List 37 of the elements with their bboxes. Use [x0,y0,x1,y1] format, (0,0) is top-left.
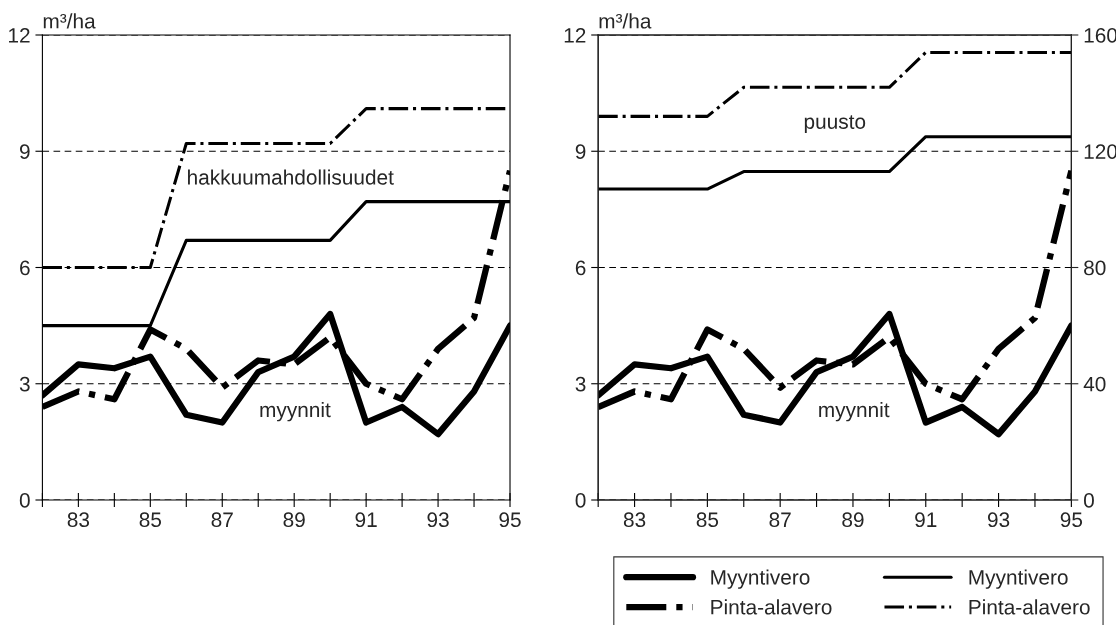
annotation: puusto [804,115,866,134]
y-tick-label: 3 [575,376,586,392]
y-tick-label: 9 [19,144,30,159]
y2-tick-label: 0 [1083,493,1094,508]
y-tick-label: 6 [20,260,30,276]
y-tick-label: 12 [9,28,30,43]
x-tick-label: 95 [1060,512,1083,528]
x-tick-label: 89 [842,512,864,528]
legend-label: Myyntivero [969,569,1068,589]
legend-label: Pinta-alavero [969,599,1090,615]
x-tick-label: 87 [769,512,791,528]
x-tick-label: 91 [915,512,937,528]
annotation: myynnit [260,401,331,422]
y-tick-label: 9 [575,144,586,159]
legend-label: Pinta-alavero [711,599,832,615]
x-tick-label: 83 [623,512,646,528]
annotation: hakkuumahdollisuudet [188,169,394,185]
y-tick-label: 0 [19,493,30,508]
annotation: myynnit [819,401,890,422]
x-tick-label: 83 [67,512,90,528]
y-tick-label: 3 [19,376,30,392]
x-tick-label: 91 [355,512,377,528]
legend-label: Myyntivero [711,569,810,589]
x-tick-label: 93 [987,512,1010,528]
y-tick-label: 12 [564,28,586,43]
y2-tick-label: 40 [1083,376,1106,392]
x-tick-label: 85 [139,512,162,528]
x-tick-label: 95 [499,512,521,528]
x-tick-label: 87 [211,512,233,528]
y-tick-label: 6 [575,260,586,276]
x-tick-label: 89 [283,512,305,528]
y-tick-label: 0 [575,493,586,508]
y2-tick-label: 80 [1084,260,1106,276]
x-tick-label: 93 [427,512,449,528]
x-tick-label: 85 [696,512,719,528]
y-axis-title: m³/ha [43,13,96,29]
y-axis-title: m³/ha [599,13,652,29]
